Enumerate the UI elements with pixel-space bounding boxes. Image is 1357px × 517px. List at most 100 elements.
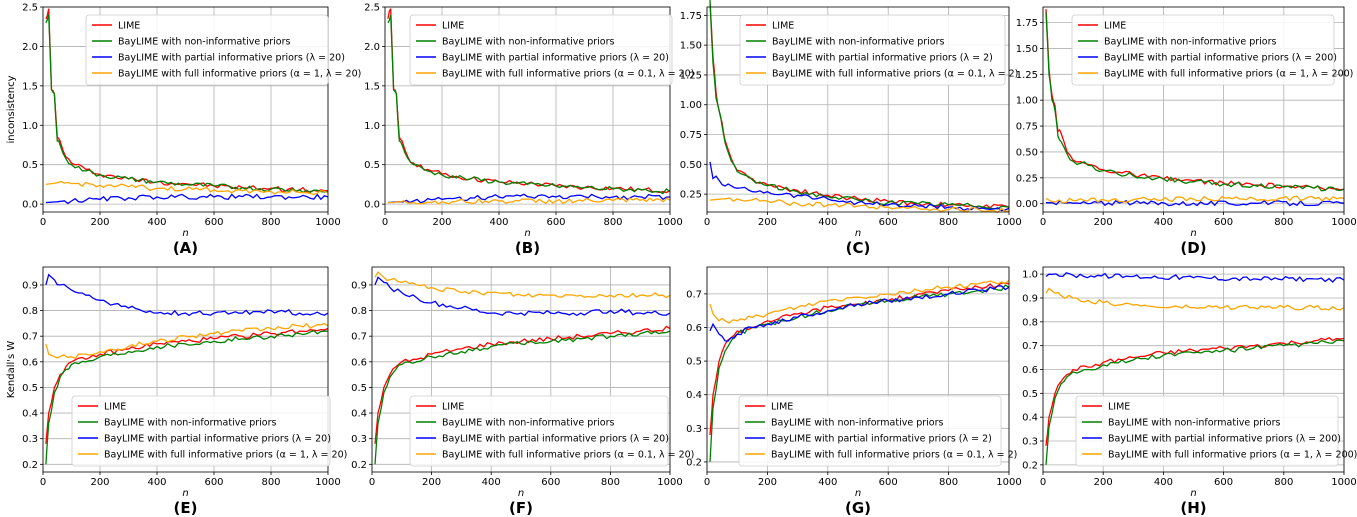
x-tick-label: 1000	[1331, 477, 1356, 488]
legend-box	[71, 395, 331, 467]
y-tick-label: 0.4	[1022, 413, 1038, 424]
x-tick-label: 800	[1274, 477, 1293, 488]
y-tick-label: 1.0	[22, 121, 38, 132]
x-tick-label: 400	[1154, 477, 1173, 488]
y-tick-label: 0.3	[22, 434, 38, 445]
y-tick-label: 1.75	[680, 11, 702, 22]
panel-label: (G)	[845, 499, 871, 517]
x-tick-label: 600	[546, 217, 565, 228]
series-line	[45, 8, 329, 193]
series-line	[374, 271, 671, 299]
x-tick-label: 800	[939, 217, 958, 228]
y-tick-label: 1.25	[1016, 70, 1038, 81]
legend-label: BayLIME with partial informative priors …	[104, 434, 331, 445]
panel-label: (F)	[509, 499, 533, 517]
x-tick-label: 0	[369, 477, 375, 488]
legend-label: BayLIME with non-informative priors	[442, 37, 615, 48]
legend: LIME BayLIME with non-informative priors B…	[71, 395, 347, 467]
legend-label: LIME	[104, 402, 126, 413]
legend-label: LIME	[442, 21, 464, 32]
x-tick-label: 600	[204, 477, 223, 488]
x-tick-label: 1000	[315, 477, 340, 488]
panel-f: 0 200 400 600 800 1000 0.2 0.3 0.4 0.5 0.6 0.7 0.8 0.…	[351, 266, 694, 517]
y-tick-label: 0.2	[1022, 460, 1038, 471]
legend-box	[739, 14, 1006, 86]
x-tick-label: 400	[818, 477, 837, 488]
y-tick-label: 0.6	[1022, 365, 1038, 376]
axes-frame	[1042, 6, 1345, 213]
series-line	[709, 161, 1010, 212]
legend-label: BayLIME with non-informative priors	[442, 418, 615, 429]
y-tick-label: 0.4	[22, 409, 38, 420]
legend-label: BayLIME with full informative priors (α …	[118, 69, 361, 80]
x-tick-label: 200	[422, 477, 441, 488]
y-tick-label: 0.25	[680, 190, 702, 201]
panel-label: (H)	[1180, 499, 1206, 517]
x-tick-label: 600	[879, 217, 898, 228]
x-tick-label: 200	[90, 217, 109, 228]
x-tick-label: 600	[541, 477, 560, 488]
series-line	[45, 273, 329, 317]
y-tick-label: 2.0	[364, 42, 380, 53]
y-tick-label: 1.5	[364, 81, 380, 92]
y-tick-label: 0.9	[1022, 293, 1038, 304]
x-axis-label: n	[855, 228, 861, 239]
legend-box	[409, 395, 669, 467]
x-tick-label: 0	[40, 217, 46, 228]
series-line	[45, 180, 329, 196]
x-tick-label: 200	[90, 477, 109, 488]
y-tick-label: 0.7	[1022, 341, 1038, 352]
legend-label: BayLIME with partial informative priors …	[442, 434, 669, 445]
x-tick-label: 0	[704, 477, 710, 488]
x-tick-label: 0	[40, 477, 46, 488]
panel-h: 0 200 400 600 800 1000 0.2 0.3 0.4 0.5 0.6 0.7 0.8 0.…	[1022, 266, 1357, 517]
axes-frame	[384, 6, 671, 213]
legend-label: BayLIME with non-informative priors	[772, 37, 945, 48]
y-tick-label: 1.5	[22, 81, 38, 92]
series-line	[387, 14, 671, 195]
panel-c: 0 200 400 600 800 1000 0.25 0.50 0.75 1.00 1.25 1.5…	[680, 0, 1022, 257]
x-tick-label: 800	[261, 477, 280, 488]
y-tick-label: 0.6	[22, 357, 38, 368]
x-tick-label: 200	[1094, 217, 1113, 228]
y-tick-label: 0.50	[680, 160, 702, 171]
y-tick-label: 1.00	[680, 100, 702, 111]
series-line	[709, 0, 1010, 210]
legend-label: LIME	[118, 21, 140, 32]
legend-label: BayLIME with non-informative priors	[104, 418, 277, 429]
series-line	[45, 14, 329, 194]
x-tick-label: 1000	[315, 217, 340, 228]
legend: LIME BayLIME with non-informative priors B…	[739, 14, 1018, 86]
x-tick-label: 400	[482, 477, 501, 488]
y-tick-label: 0.5	[686, 357, 702, 368]
y-tick-label: 0.2	[22, 460, 38, 471]
y-tick-label: 1.50	[680, 41, 702, 52]
y-tick-label: 0.3	[686, 424, 702, 435]
y-tick-label: 0.3	[1022, 437, 1038, 448]
x-tick-label: 1000	[657, 217, 682, 228]
x-tick-label: 0	[1040, 477, 1046, 488]
series-line	[709, 282, 1010, 436]
legend-label: BayLIME with full informative priors (α …	[1108, 450, 1357, 461]
series-line	[709, 279, 1010, 324]
x-tick-label: 400	[489, 217, 508, 228]
x-tick-label: 1000	[657, 477, 682, 488]
x-axis-label: n	[855, 488, 861, 499]
legend-label: BayLIME with full informative priors (α …	[442, 69, 694, 80]
legend-label: BayLIME with full informative priors (α …	[772, 69, 1018, 80]
y-tick-label: 0.8	[22, 306, 38, 317]
y-tick-label: 0.25	[1016, 173, 1038, 184]
legend-box	[1075, 395, 1339, 467]
y-tick-label: 0.6	[351, 357, 367, 368]
axes-frame	[371, 266, 671, 473]
y-tick-label: 2.5	[22, 3, 38, 14]
x-tick-label: 0	[1040, 217, 1046, 228]
series-line	[1046, 199, 1345, 207]
y-tick-label: 1.0	[1022, 270, 1038, 281]
series-line	[709, 197, 1010, 214]
y-tick-label: 0.3	[351, 434, 367, 445]
y-tick-label: 2.0	[22, 42, 38, 53]
panel-label: (A)	[173, 239, 198, 257]
x-tick-label: 800	[939, 477, 958, 488]
y-tick-label: 0.5	[351, 383, 367, 394]
